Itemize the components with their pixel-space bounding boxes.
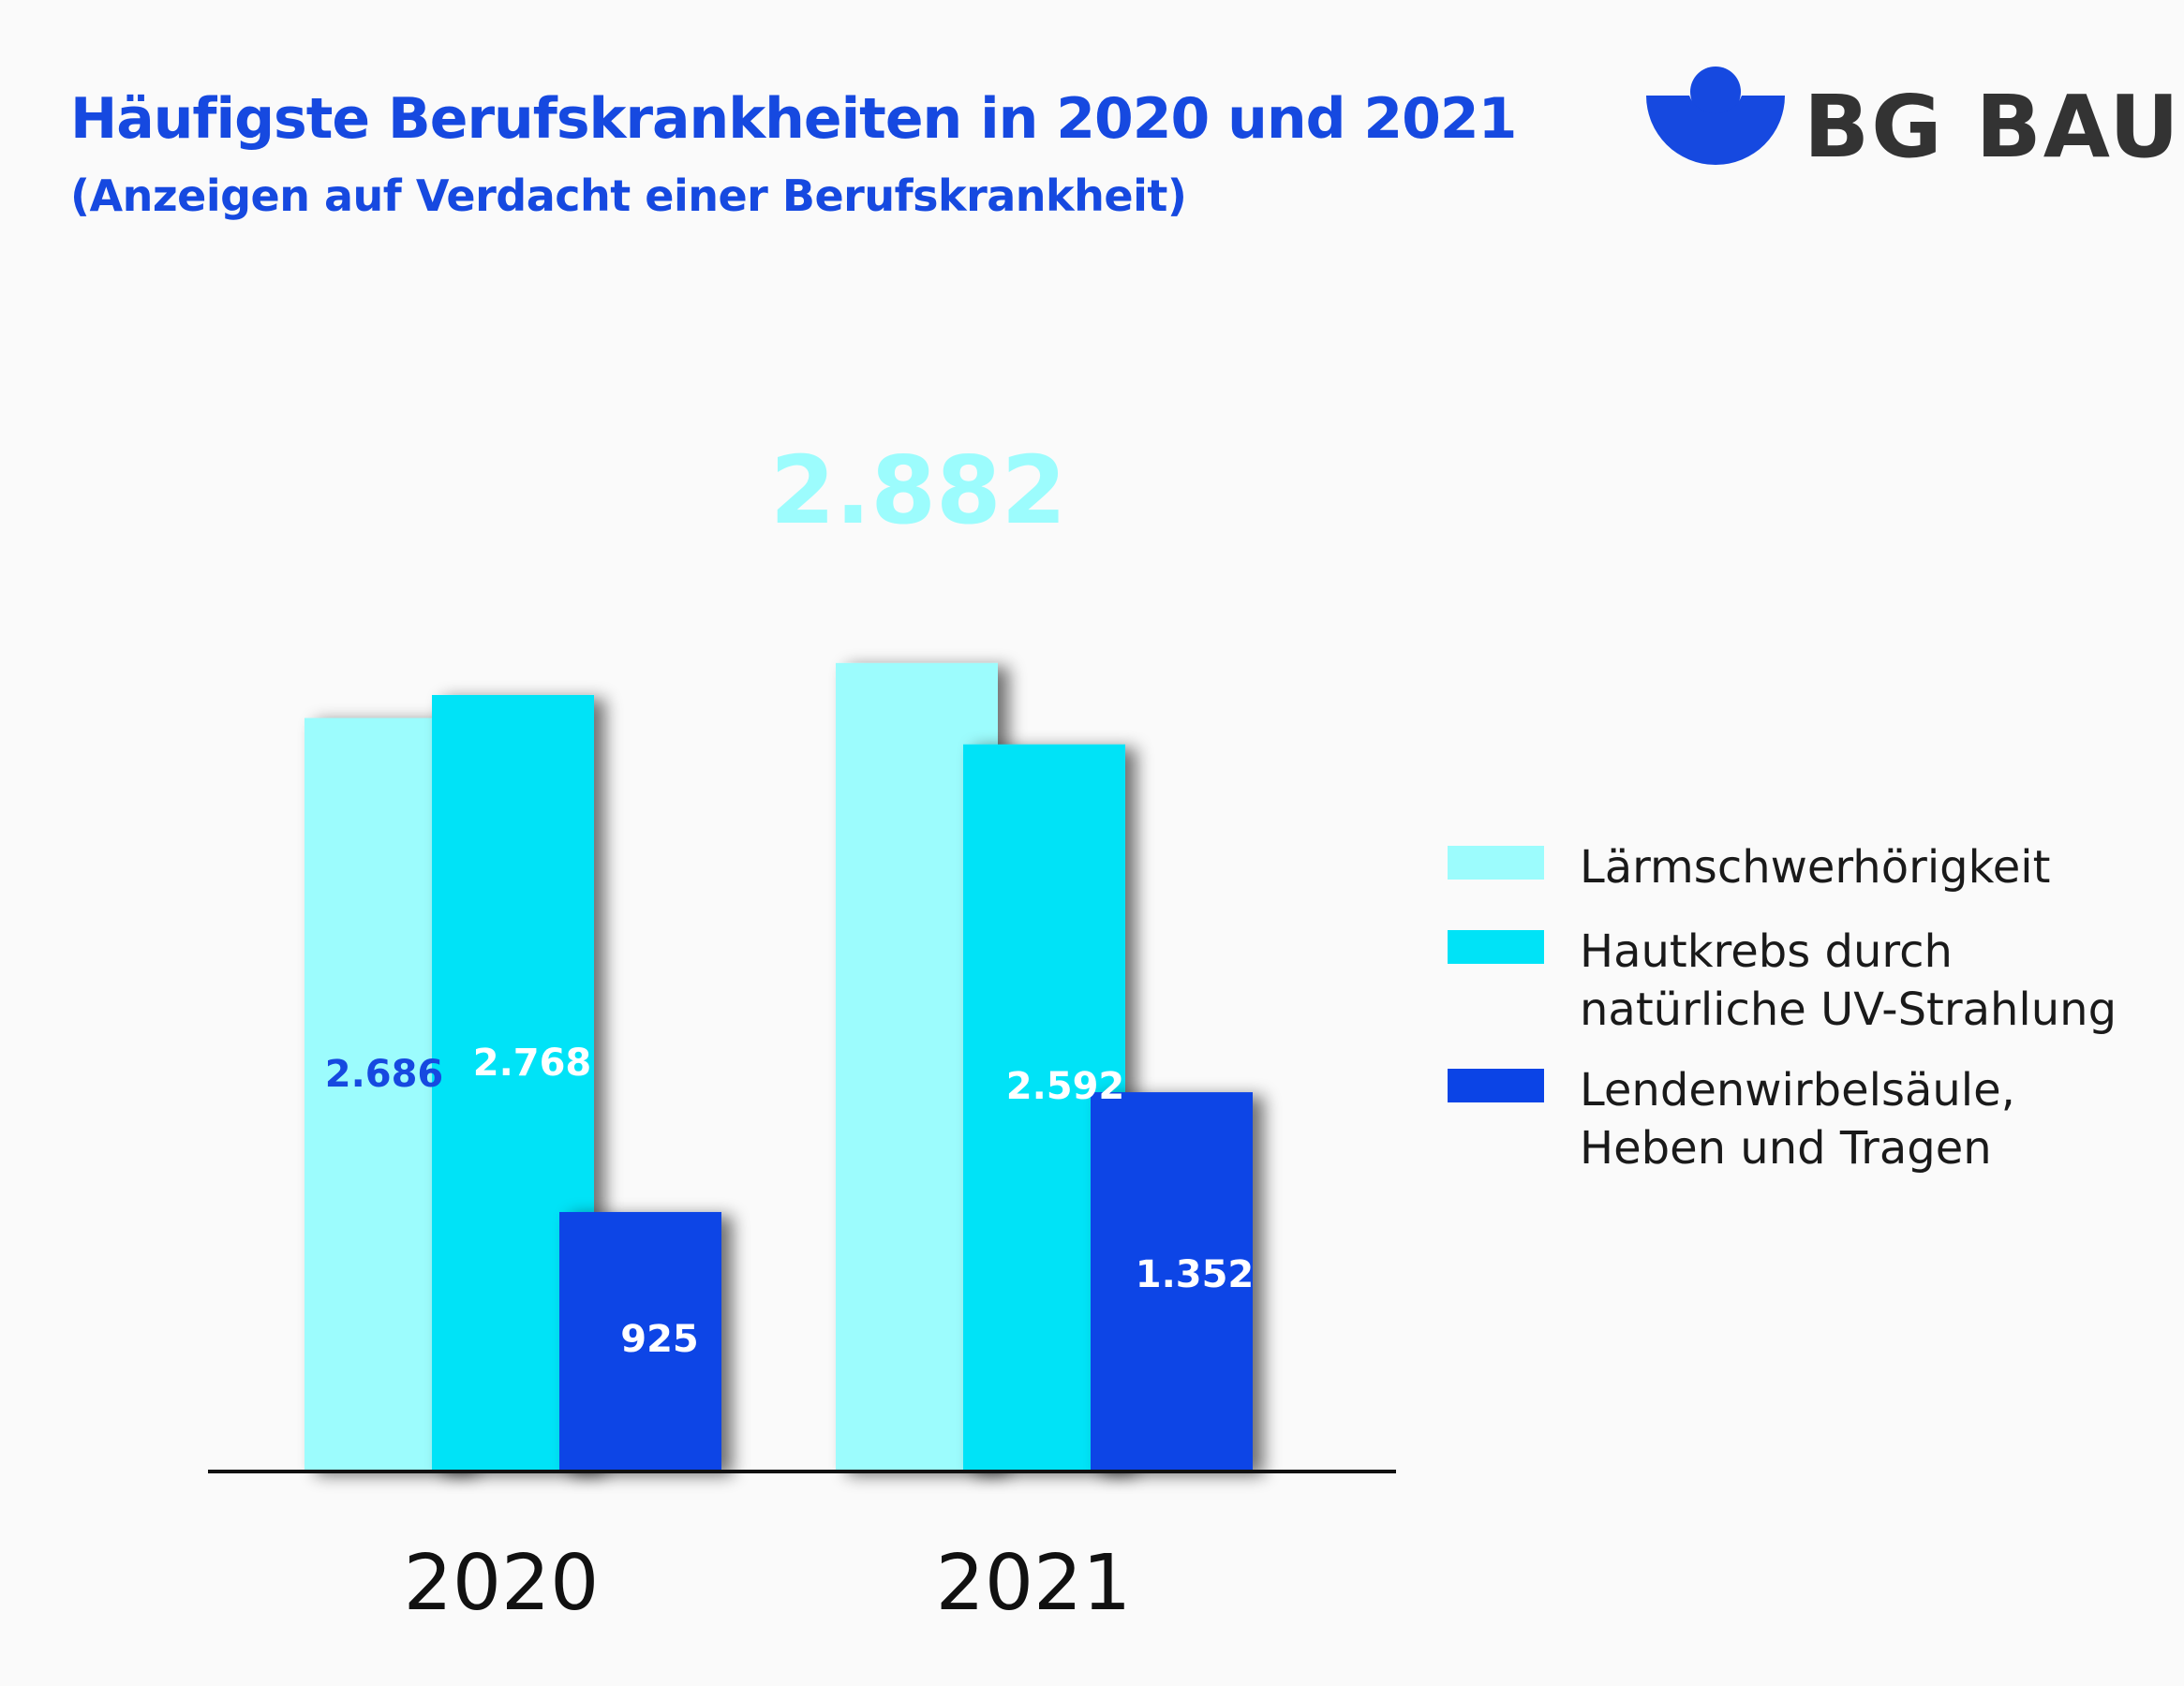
- logo-arc-icon: [1646, 96, 1785, 165]
- legend-label: Lärmschwerhörigkeit: [1580, 841, 2051, 894]
- data-label-2020-series-0: 2.686: [325, 1053, 444, 1096]
- legend-label: Hautkrebs durch natürliche UV-Strahlung: [1580, 925, 2117, 1036]
- legend: Lärmschwerhörigkeit Hautkrebs durch natü…: [1448, 838, 2178, 1177]
- chart-title: Häufigste Berufskrankheiten in 2020 und …: [70, 86, 1517, 152]
- data-label-2020-series-2: 925: [620, 1318, 699, 1361]
- logo-dot-icon: [1690, 67, 1741, 117]
- category-label-2020: 2020: [404, 1539, 600, 1628]
- legend-item-laermschwerhoerigkeit: Lärmschwerhörigkeit: [1448, 838, 2178, 896]
- bar-2021-series-2: [1091, 1092, 1253, 1472]
- legend-item-hautkrebs: Hautkrebs durch natürliche UV-Strahlung: [1448, 923, 2178, 1039]
- legend-swatch: [1448, 930, 1544, 964]
- data-label-2021-series-1: 2.592: [1006, 1065, 1125, 1108]
- legend-label: Lendenwirbelsäule, Heben und Tragen: [1580, 1064, 2015, 1175]
- legend-item-lendenwirbelsaeule: Lendenwirbelsäule, Heben und Tragen: [1448, 1061, 2178, 1177]
- legend-swatch: [1448, 1069, 1544, 1102]
- legend-swatch: [1448, 846, 1544, 880]
- data-label-2021-series-0: 2.882: [770, 436, 1066, 545]
- data-label-2021-series-2: 1.352: [1136, 1253, 1255, 1296]
- data-label-2020-series-1: 2.768: [473, 1042, 592, 1085]
- chart-subtitle: (Anzeigen auf Verdacht einer Berufskrank…: [70, 170, 1187, 221]
- category-label-2021: 2021: [936, 1539, 1132, 1628]
- bg-bau-logo: [1646, 67, 1785, 165]
- bar-2020-series-2: [559, 1211, 721, 1472]
- logo-text: BG BAU: [1804, 77, 2181, 177]
